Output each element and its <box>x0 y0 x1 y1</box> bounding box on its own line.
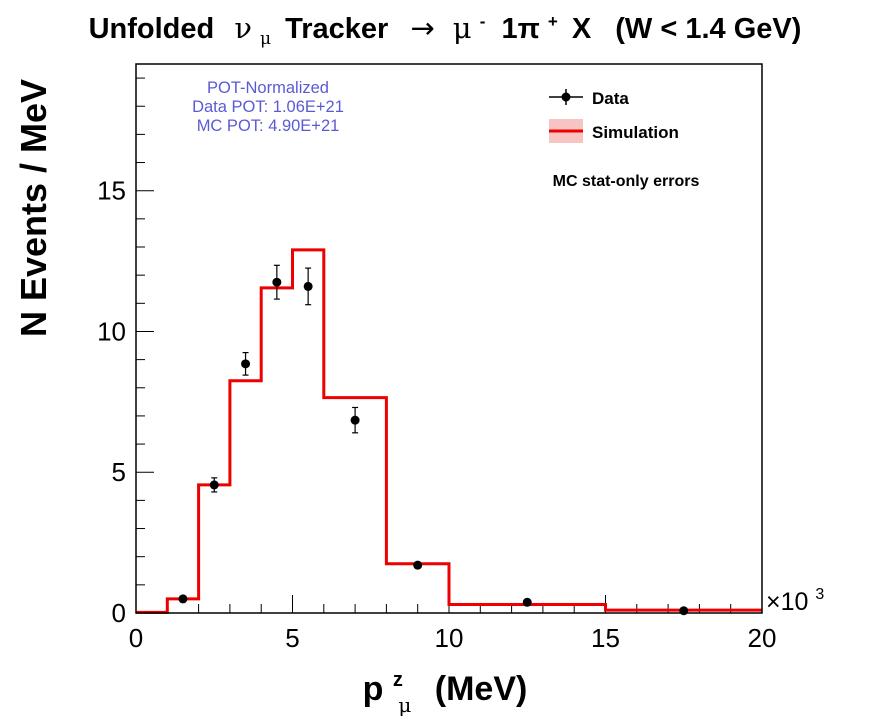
y-tick-label: 15 <box>97 176 126 206</box>
y-tick-label: 0 <box>112 598 126 628</box>
y-axis-label: N Events / MeV <box>13 79 54 337</box>
data-point <box>413 560 423 570</box>
data-point <box>241 359 251 369</box>
pot-annotation-0: POT-Normalized <box>207 79 329 97</box>
pot-annotation-2: MC POT: 4.90E+21 <box>197 117 340 135</box>
x-multiplier-exp: 3 <box>815 586 824 603</box>
x-tick-label: 20 <box>748 623 777 653</box>
x-axis-label: p z μ (MeV) <box>363 656 528 720</box>
legend-label-simulation: Simulation <box>592 123 679 142</box>
title-nu-sub: μ <box>260 29 271 49</box>
plot-frame <box>135 63 763 614</box>
title-mid: Tracker <box>285 13 388 45</box>
errors-note: MC stat-only errors <box>553 173 700 190</box>
x-tick-label: 5 <box>285 623 299 653</box>
x-label-unit: (MeV) <box>435 670 528 708</box>
title-mu: μ <box>453 11 472 45</box>
data-point <box>303 281 313 291</box>
simulation-histogram <box>136 248 762 614</box>
title-x: X <box>572 13 592 45</box>
data-point <box>209 480 219 490</box>
title-one-pi: 1π <box>501 13 539 45</box>
legend-label-data: Data <box>592 89 629 108</box>
x-axis-multiplier: ×10 3 <box>766 586 824 616</box>
x-tick-label: 0 <box>129 623 143 653</box>
x-tick-label: 15 <box>591 623 620 653</box>
legend-data-marker <box>561 92 571 102</box>
data-point <box>522 597 532 607</box>
title-pi-sup: + <box>548 12 558 31</box>
title-cut: (W < 1.4 GeV) <box>615 13 801 45</box>
y-tick-label: 10 <box>97 316 126 346</box>
chart-title: Unfolded ν μ Tracker → μ - 1π + X (W < 1… <box>89 2 802 51</box>
title-arrow: → <box>410 11 434 45</box>
x-multiplier-base: ×10 <box>766 588 808 616</box>
title-mu-sup: - <box>480 12 486 31</box>
x-label-p-sub: μ <box>398 693 411 717</box>
x-label-p: p <box>363 670 384 708</box>
y-tick-label: 5 <box>112 457 126 487</box>
title-pre: Unfolded <box>89 13 215 45</box>
title-nu: ν <box>234 11 252 45</box>
x-tick-label: 10 <box>435 623 464 653</box>
data-point <box>350 415 360 425</box>
data-point <box>272 277 282 287</box>
plot-area: 0 5 10 15 0 5 10 15 20 <box>97 77 777 653</box>
data-point <box>679 606 689 616</box>
data-point <box>178 594 188 604</box>
x-label-p-sup: z <box>393 669 403 691</box>
pot-annotation-1: Data POT: 1.06E+21 <box>192 98 344 116</box>
legend: Data Simulation <box>549 89 679 143</box>
